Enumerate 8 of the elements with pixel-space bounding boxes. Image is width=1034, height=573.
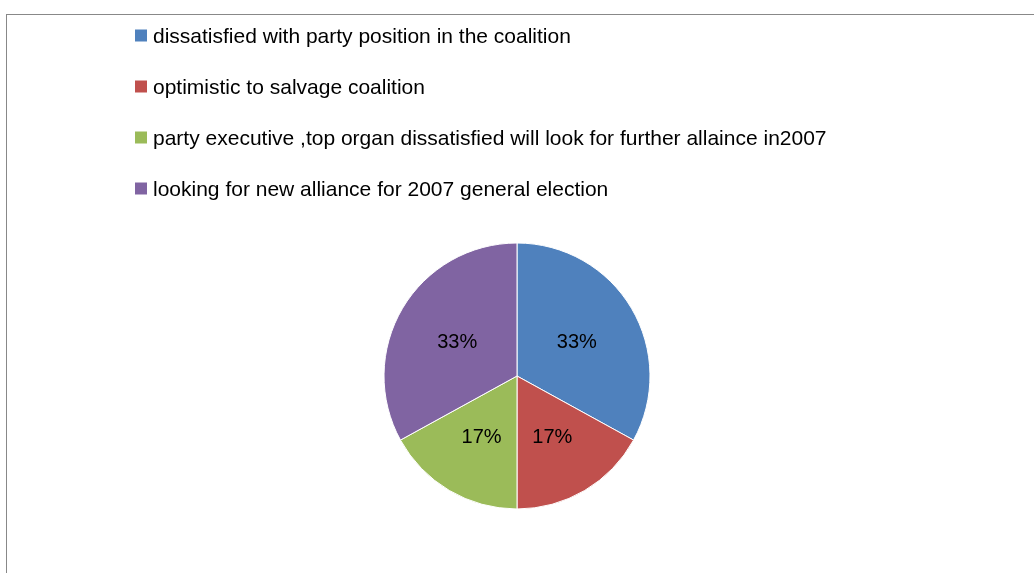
legend-label: party executive ,top organ dissatisfied will look for further allaince in2007: [153, 126, 827, 149]
legend-label: dissatisfied with party position in the coalition: [153, 24, 571, 47]
data-label: 17%: [532, 424, 573, 447]
data-label: 33%: [437, 329, 478, 352]
data-label: 33%: [556, 329, 598, 352]
legend-label: optimistic to salvage coalition: [153, 75, 425, 98]
legend-label: looking for new alliance for 2007 general election: [153, 177, 609, 200]
data-label: 17%: [461, 424, 502, 447]
